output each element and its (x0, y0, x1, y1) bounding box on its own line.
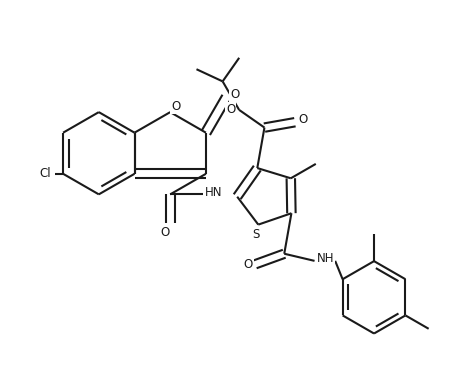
Text: O: O (226, 103, 235, 116)
Text: O: O (230, 88, 239, 101)
Text: Cl: Cl (39, 167, 51, 180)
Text: HN: HN (205, 185, 222, 198)
Text: O: O (171, 100, 181, 113)
Text: S: S (252, 229, 260, 241)
Text: O: O (160, 226, 169, 239)
Text: O: O (244, 258, 253, 271)
Text: O: O (299, 113, 308, 126)
Text: NH: NH (317, 252, 335, 265)
